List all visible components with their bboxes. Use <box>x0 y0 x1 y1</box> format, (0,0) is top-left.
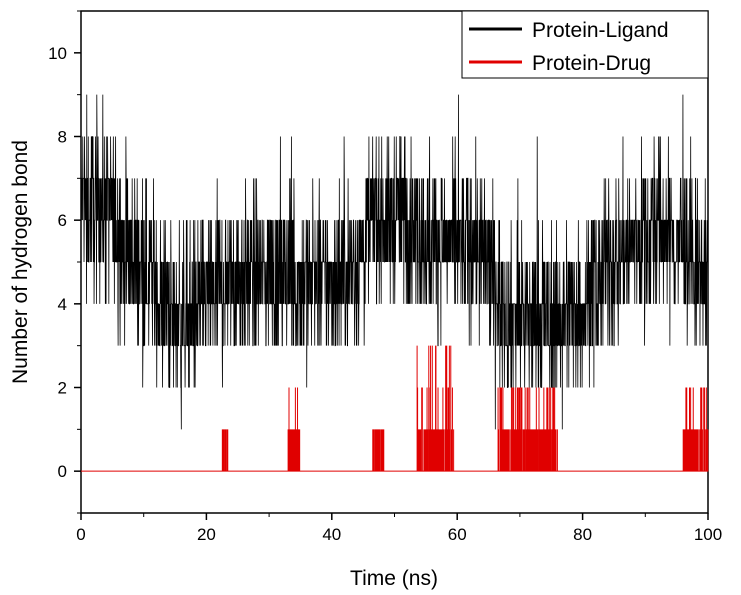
x-tick-label: 80 <box>573 525 592 544</box>
x-tick-label: 40 <box>322 525 341 544</box>
y-tick-label: 6 <box>58 211 67 230</box>
series-protein-ligand-line <box>80 94 709 430</box>
legend-label-protein-drug: Protein-Drug <box>532 52 651 75</box>
x-tick-label: 100 <box>694 525 722 544</box>
axes-layer: 0 20 40 60 80 100 0 2 4 6 8 10 <box>48 10 722 544</box>
x-tick-label: 60 <box>448 525 467 544</box>
x-tick-label: 0 <box>76 525 85 544</box>
y-axis-title: Number of hydrogen bond <box>9 140 32 384</box>
legend-label-protein-ligand: Protein-Ligand <box>532 19 669 42</box>
plot-area <box>80 10 709 514</box>
series-protein-drug-line <box>81 345 709 472</box>
x-tick-label: 20 <box>197 525 216 544</box>
legend: Protein-Ligand Protein-Drug <box>461 10 709 79</box>
x-axis-title: Time (ns) <box>350 567 438 590</box>
y-tick-label: 10 <box>48 44 67 63</box>
y-tick-label: 0 <box>58 462 67 481</box>
legend-box <box>461 10 709 79</box>
y-tick-label: 8 <box>58 128 67 147</box>
y-tick-label: 2 <box>58 379 67 398</box>
series-layer <box>80 94 709 472</box>
y-tick-label: 4 <box>58 295 67 314</box>
